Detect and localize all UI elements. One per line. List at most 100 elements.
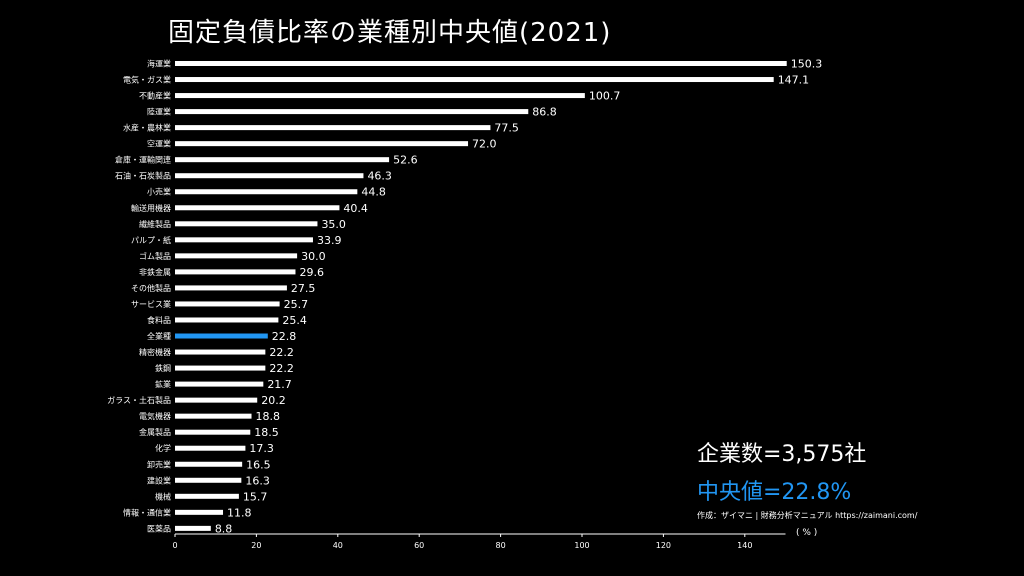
x-tick-label: 120 [656, 541, 671, 550]
x-tick-label: 80 [496, 541, 506, 550]
bar [175, 461, 243, 467]
x-tick-label: 140 [737, 541, 752, 550]
value-label: 16.5 [246, 458, 271, 471]
category-label: 不動産業 [139, 91, 171, 101]
company-count: 企業数=3,575社 [697, 442, 867, 467]
value-label: 18.5 [254, 426, 278, 439]
credit-line: 作成：ザイマニ | 財務分析マニュアル https://zaimani.com/ [697, 511, 918, 520]
value-label: 27.5 [291, 282, 316, 295]
bar [175, 269, 296, 275]
value-label: 8.8 [215, 522, 233, 535]
bar [175, 109, 529, 115]
x-tick-label: 100 [574, 541, 589, 550]
bar [175, 189, 358, 195]
category-label: ガラス・土石製品 [107, 395, 171, 405]
bar [175, 381, 264, 387]
value-label: 30.0 [301, 250, 326, 263]
category-label: 陸運業 [147, 107, 171, 117]
value-label: 20.2 [261, 394, 286, 407]
value-label: 33.9 [317, 234, 342, 247]
value-label: 44.8 [361, 186, 386, 199]
category-label: ゴム製品 [139, 251, 171, 261]
category-label: 石油・石炭製品 [115, 171, 171, 181]
category-label: 全業種 [147, 331, 171, 341]
median-value: 中央値=22.8% [697, 480, 852, 505]
value-label: 35.0 [321, 218, 346, 231]
category-label: 輸送用機器 [131, 203, 171, 213]
chart-title: 固定負債比率の業種別中央値(2021) [168, 18, 612, 48]
value-label: 15.7 [243, 490, 267, 503]
category-label: 繊維製品 [139, 219, 171, 229]
x-tick-label: 60 [414, 541, 424, 550]
value-label: 100.7 [589, 90, 621, 103]
value-label: 21.7 [267, 378, 292, 391]
bar [175, 349, 266, 355]
value-label: 17.3 [249, 442, 274, 455]
value-label: 22.2 [269, 346, 294, 359]
value-label: 72.0 [472, 138, 497, 151]
bar [175, 525, 211, 531]
bar [175, 445, 246, 451]
value-label: 29.6 [299, 266, 324, 279]
category-label: 海運業 [147, 59, 171, 69]
value-label: 18.8 [256, 410, 280, 423]
category-label: 倉庫・運輸関連 [115, 155, 171, 165]
category-label: 金属製品 [139, 427, 171, 437]
bar [175, 141, 469, 147]
category-label: 電気機器 [139, 411, 171, 421]
value-label: 147.1 [778, 74, 810, 87]
category-label: 水産・農林業 [123, 123, 171, 133]
bar [175, 173, 364, 179]
bar [175, 301, 280, 307]
value-label: 86.8 [532, 106, 557, 119]
value-label: 150.3 [791, 58, 823, 71]
value-label: 46.3 [367, 170, 392, 183]
category-label: 空運業 [147, 139, 171, 149]
bar [175, 509, 224, 515]
category-label: 建設業 [147, 475, 171, 485]
category-label: その他製品 [131, 283, 171, 293]
bar [175, 61, 787, 66]
category-label: 卸売業 [147, 459, 171, 469]
bar-highlight [175, 333, 268, 339]
value-label: 52.6 [393, 154, 418, 167]
value-label: 25.4 [282, 314, 307, 327]
category-label: 機械 [155, 491, 171, 501]
category-label: 食料品 [147, 315, 171, 325]
value-label: 22.8 [272, 330, 297, 343]
bar [175, 493, 239, 499]
x-tick-label: 0 [172, 541, 177, 550]
category-label: パルプ・紙 [131, 235, 171, 245]
category-label: 医薬品 [147, 523, 171, 533]
bars-group: 海運業 150.3 電気・ガス業 147.1 不動産業 100.7 陸運業 86.8 水産・農林… [107, 58, 822, 536]
x-tick-label: 40 [333, 541, 343, 550]
bar [175, 93, 585, 99]
category-label: 非鉄金属 [139, 267, 171, 277]
bar [175, 413, 252, 419]
category-label: 鉄鋼 [155, 363, 171, 373]
x-axis-unit: ( % ) [796, 528, 818, 538]
category-label: 電気・ガス業 [123, 75, 171, 85]
category-label: サービス業 [131, 299, 171, 309]
category-label: 精密機器 [139, 347, 171, 357]
value-label: 77.5 [494, 122, 519, 135]
bar [175, 317, 279, 323]
value-label: 40.4 [343, 202, 368, 215]
bar [175, 205, 340, 211]
bar [175, 77, 774, 83]
bar [175, 477, 242, 483]
category-label: 小売業 [147, 187, 171, 197]
category-label: 情報・通信業 [123, 507, 171, 517]
bar [175, 221, 318, 227]
value-label: 22.2 [269, 362, 294, 375]
bar [175, 253, 298, 259]
bar [175, 429, 251, 435]
bar [175, 397, 258, 403]
category-label: 鉱業 [155, 379, 171, 389]
value-label: 11.8 [227, 506, 252, 519]
x-tick-label: 20 [251, 541, 261, 550]
category-label: 化学 [155, 443, 171, 453]
value-label: 25.7 [284, 298, 309, 311]
x-axis: 0 20 40 60 80 100 120 140 [172, 533, 786, 550]
